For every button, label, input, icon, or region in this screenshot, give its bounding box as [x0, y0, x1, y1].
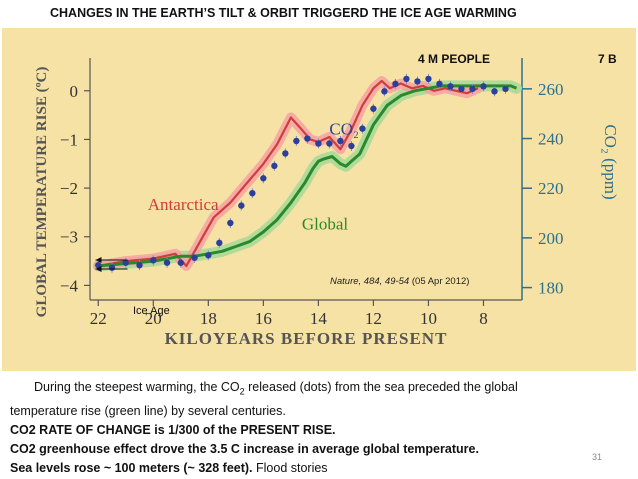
- co2-point: [122, 259, 129, 266]
- explanation-line-5: Sea levels rose ~ 100 meters (~ 328 feet…: [10, 459, 610, 478]
- chart-panel: 0 −1 −2 −3 −4 22 20 18 16 14 12 10 8 260 240 220 200 180 K…: [2, 28, 636, 371]
- line5-bold: Sea levels rose ~ 100 meters (~ 328 feet…: [10, 460, 253, 475]
- x-tick-label: 10: [420, 309, 437, 328]
- co2-point: [249, 189, 256, 197]
- explanation-line-3: CO2 RATE OF CHANGE is 1/300 of the PRESE…: [10, 422, 336, 437]
- y-right-tick-label: 200: [538, 229, 564, 248]
- co2-point: [348, 142, 355, 150]
- explanation-text: During the steepest warming, the CO2 rel…: [10, 378, 610, 478]
- co2-point: [191, 254, 198, 261]
- co2-point: [260, 175, 267, 182]
- citation: Nature, 484, 49-54 (05 Apr 2012): [330, 276, 469, 287]
- line1-post: released (dots) from the sea preceded th…: [244, 380, 518, 394]
- citation-date: (05 Apr 2012): [409, 276, 470, 287]
- co2-series-label: CO₂: [329, 120, 359, 139]
- explanation-line-4: CO2 greenhouse effect drove the 3.5 C in…: [10, 441, 479, 456]
- annotation-7b: 7 B: [598, 52, 617, 66]
- co2-point: [469, 85, 476, 93]
- global-series-label: Global: [302, 214, 349, 233]
- co2-point: [447, 83, 454, 90]
- line5-rest: Flood stories: [252, 460, 328, 475]
- ice-age-arrowhead-upper: [95, 256, 102, 263]
- explanation-line-1: During the steepest warming, the CO2 rel…: [10, 378, 610, 402]
- co2-point: [304, 135, 311, 142]
- co2-point: [337, 137, 344, 145]
- co2-point: [163, 259, 171, 266]
- ice-age-arrowhead-lower: [95, 265, 102, 272]
- co2-point: [381, 88, 388, 95]
- antarctica-uncertainty-band: [93, 76, 483, 271]
- co2-point: [271, 162, 278, 170]
- co2-point: [150, 257, 157, 264]
- co2-point: [403, 75, 410, 83]
- co2-point: [315, 140, 322, 147]
- co2-point: [216, 239, 223, 247]
- ice-age-chart: 0 −1 −2 −3 −4 22 20 18 16 14 12 10 8 260 240 220 200 180 K…: [34, 58, 620, 348]
- slide-title: CHANGES IN THE EARTH’S TILT & ORBIT TRIG…: [50, 6, 517, 20]
- y-left-tick-label: −3: [60, 228, 78, 247]
- x-tick-label: 16: [255, 309, 272, 328]
- co2-point: [293, 137, 300, 145]
- x-axis-title: KILOYEARS BEFORE PRESENT: [165, 329, 448, 348]
- x-tick-label: 8: [479, 309, 488, 328]
- co2-point: [227, 219, 234, 227]
- co2-point: [205, 252, 212, 259]
- line1-sub: 2: [239, 386, 245, 397]
- y-left-tick-label: 0: [70, 82, 79, 101]
- co2-point: [238, 202, 245, 209]
- annotation-4m-people: 4 M PEOPLE: [418, 52, 491, 66]
- x-tick-label: 18: [200, 309, 217, 328]
- explanation-line-2: temperature rise (green line) by several…: [10, 403, 286, 418]
- co2-point: [425, 75, 432, 83]
- y-left-tick-label: −2: [60, 179, 78, 198]
- ice-age-label: Ice Age: [133, 305, 170, 317]
- x-tick-label: 22: [90, 309, 107, 328]
- co2-point: [502, 85, 509, 93]
- antarctica-line: [98, 79, 479, 267]
- co2-point: [491, 88, 498, 95]
- x-tick-label: 14: [310, 309, 328, 328]
- x-tick-label: 20: [145, 309, 162, 328]
- antarctica-series-label: Antarctica: [148, 195, 219, 214]
- line1-pre: During the steepest warming, the CO: [34, 380, 240, 394]
- co2-point: [359, 125, 366, 132]
- co2-point: [370, 105, 377, 112]
- x-tick-label: 12: [365, 309, 382, 328]
- co2-point: [458, 85, 465, 93]
- co2-point: [436, 80, 443, 88]
- y-right-tick-label: 220: [538, 179, 564, 198]
- y-left-tick-label: −4: [60, 276, 79, 295]
- y-right-tick-label: 260: [538, 80, 564, 99]
- global-line: [98, 84, 518, 268]
- y-left-axis-title: GLOBAL TEMPERATURE RISE (ºC): [34, 67, 50, 318]
- citation-journal: Nature, 484, 49-54: [330, 276, 410, 287]
- co2-point: [177, 259, 185, 266]
- page-number: 31: [592, 452, 603, 462]
- co2-point: [326, 140, 333, 147]
- y-right-axis-title: CO₂ (ppm): [601, 124, 620, 199]
- co2-point: [108, 264, 116, 271]
- co2-point: [414, 78, 421, 85]
- co2-point: [392, 80, 399, 88]
- y-left-tick-label: −1: [60, 130, 78, 149]
- y-right-tick-label: 180: [538, 279, 564, 298]
- co2-point: [136, 262, 143, 269]
- co2-point: [480, 83, 487, 90]
- co2-point: [282, 150, 289, 157]
- y-right-tick-label: 240: [538, 130, 564, 149]
